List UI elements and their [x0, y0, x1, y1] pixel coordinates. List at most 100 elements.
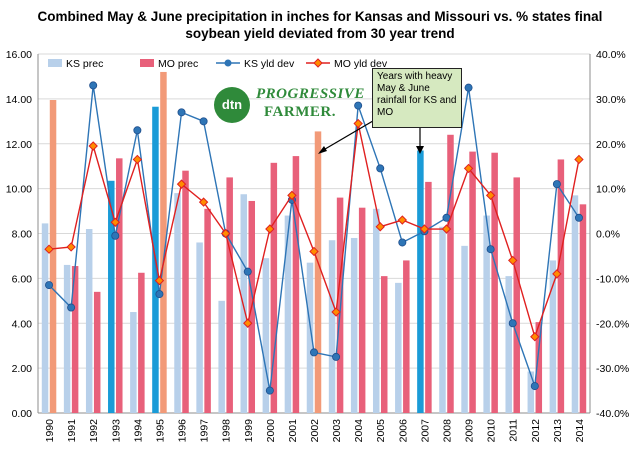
bar-ks-prec [350, 237, 358, 413]
bar-ks-prec [372, 208, 380, 413]
point-ks-yld-dev [45, 281, 54, 290]
point-mo-yld-dev [508, 255, 518, 266]
point-mo-yld-dev [176, 179, 187, 189]
bar-mo-prec [182, 170, 189, 413]
point-ks-yld-dev [243, 267, 252, 276]
point-mo-yld-dev [44, 244, 54, 254]
point-ks-yld-dev [133, 126, 142, 135]
right-tick-label: -40.0% [596, 408, 629, 420]
point-mo-yld-dev [353, 118, 363, 129]
point-mo-yld-dev [331, 307, 341, 317]
point-ks-yld-dev [486, 245, 495, 254]
x-tick-label: 2008 [441, 419, 453, 443]
right-tick-label: -10.0% [596, 273, 629, 285]
point-ks-yld-dev [309, 348, 318, 357]
point-ks-yld-dev [508, 319, 517, 328]
bar-ks-prec [63, 264, 71, 413]
bar-ks-prec [108, 180, 115, 413]
x-tick-label: 1990 [44, 419, 56, 443]
x-tick-label: 2004 [353, 419, 365, 443]
annotation-box: Years with heavy May & June rainfall for… [372, 68, 462, 128]
point-mo-yld-dev [243, 318, 253, 328]
x-tick-label: 2009 [464, 419, 476, 443]
left-tick-label: 2.00 [12, 363, 33, 375]
legend-swatch [140, 59, 154, 67]
x-tick-label: 1996 [177, 419, 189, 443]
left-tick-label: 14.00 [6, 94, 32, 106]
legend-label: MO yld dev [334, 58, 388, 70]
right-tick-label: -20.0% [596, 318, 629, 330]
bar-ks-prec [505, 276, 512, 413]
bar-ks-prec [439, 226, 446, 413]
right-tick-label: 20.0% [596, 139, 626, 151]
x-tick-label: 2013 [552, 419, 564, 443]
point-ks-yld-dev [265, 386, 274, 395]
right-tick-label: 40.0% [596, 49, 626, 61]
bar-mo-prec [579, 204, 587, 413]
bar-ks-prec [174, 193, 181, 413]
x-tick-label: 2007 [419, 419, 431, 443]
bar-mo-prec [270, 162, 278, 413]
bar-mo-prec [314, 131, 322, 414]
bar-ks-prec [262, 258, 270, 413]
point-ks-yld-dev [67, 303, 76, 312]
point-mo-yld-dev [485, 190, 496, 201]
left-tick-label: 12.00 [6, 139, 32, 151]
bar-mo-prec [292, 156, 300, 413]
point-ks-yld-dev [530, 382, 539, 391]
legend-swatch-marker [313, 58, 323, 68]
legend-label: MO prec [158, 58, 198, 70]
point-mo-yld-dev [441, 224, 452, 234]
bar-mo-prec [513, 177, 520, 413]
left-tick-label: 4.00 [12, 318, 33, 330]
point-mo-yld-dev [287, 190, 297, 201]
point-ks-yld-dev [552, 180, 561, 189]
bar-mo-prec [535, 322, 543, 413]
legend-label: KS yld dev [244, 58, 295, 70]
x-tick-label: 2005 [375, 419, 387, 443]
bar-ks-prec [85, 229, 93, 413]
point-mo-yld-dev [132, 154, 143, 165]
point-ks-yld-dev [354, 101, 363, 110]
x-tick-label: 2006 [397, 419, 409, 443]
bar-mo-prec [160, 71, 167, 413]
bar-ks-prec [527, 371, 535, 413]
x-tick-label: 2001 [287, 419, 299, 443]
x-tick-label: 1997 [199, 419, 211, 443]
x-tick-label: 2000 [265, 419, 277, 443]
point-mo-yld-dev [88, 141, 98, 151]
bar-ks-prec [41, 223, 49, 413]
x-tick-label: 1998 [221, 419, 233, 443]
bar-ks-prec [328, 240, 336, 413]
dtn-progressive-farmer-logo: dtn PROGRESSIVE FARMER. [214, 84, 364, 128]
legend-swatch-marker [224, 59, 232, 67]
logo-text-farmer: FARMER. [264, 104, 336, 120]
bar-ks-prec [130, 312, 137, 413]
bar-mo-prec [469, 151, 476, 413]
bar-mo-prec [71, 266, 79, 413]
bar-mo-prec [49, 99, 57, 413]
point-ks-yld-dev [155, 290, 164, 299]
point-ks-yld-dev [464, 83, 473, 92]
x-tick-label: 2010 [486, 419, 498, 443]
point-mo-yld-dev [552, 269, 562, 279]
left-tick-label: 6.00 [12, 273, 33, 285]
right-tick-label: 10.0% [596, 184, 626, 196]
point-mo-yld-dev [397, 215, 408, 225]
legend-swatch [48, 59, 62, 67]
point-mo-yld-dev [463, 163, 474, 174]
point-ks-yld-dev [89, 81, 98, 90]
bar-mo-prec [491, 152, 498, 413]
point-mo-yld-dev [309, 246, 319, 257]
bar-ks-prec [461, 245, 468, 413]
x-tick-label: 2012 [530, 419, 542, 443]
point-ks-yld-dev [111, 231, 120, 240]
x-tick-label: 1993 [110, 419, 122, 443]
point-mo-yld-dev [574, 154, 584, 165]
legend-label: KS prec [66, 58, 103, 70]
left-tick-label: 8.00 [12, 229, 33, 241]
x-tick-label: 2003 [331, 419, 343, 443]
point-ks-yld-dev [332, 352, 341, 361]
bar-ks-prec [284, 215, 292, 413]
